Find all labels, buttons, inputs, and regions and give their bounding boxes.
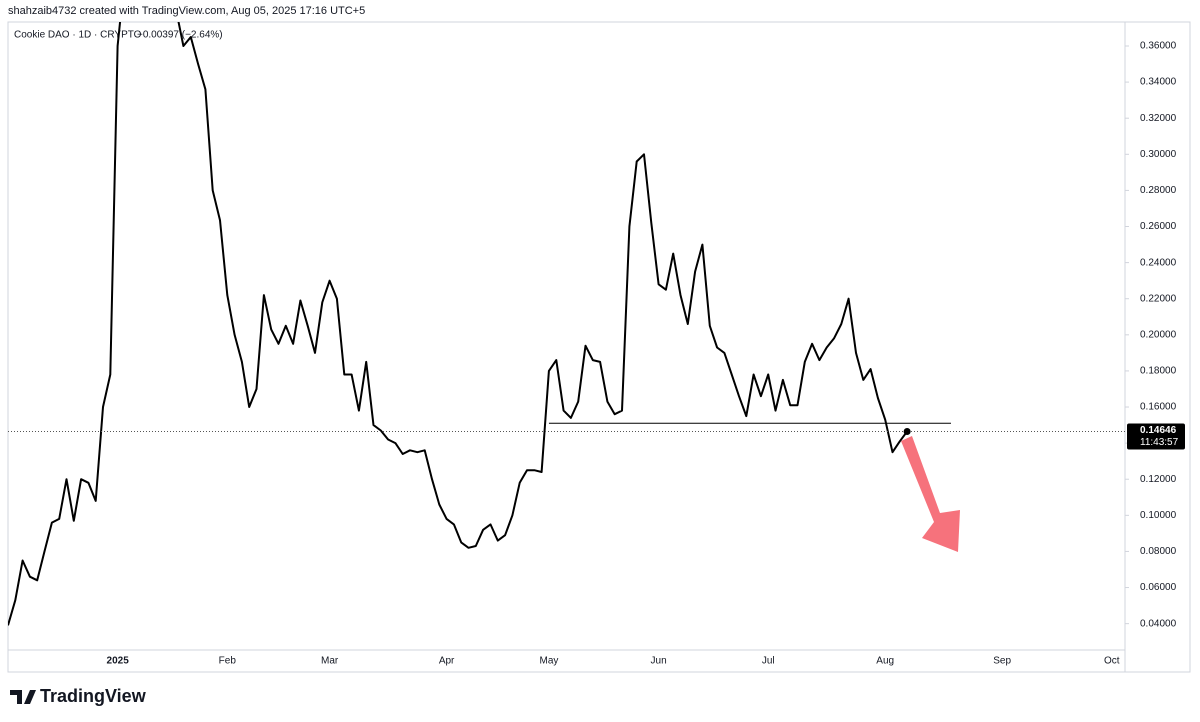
- change: −0.00397 (−2.64%): [137, 30, 223, 41]
- plot: [8, 22, 951, 626]
- arrow: [901, 436, 960, 552]
- price-label: 0.14646: [1140, 425, 1177, 436]
- y-tick-label: 0.10000: [1140, 510, 1177, 521]
- x-tick-label: May: [539, 656, 558, 667]
- brand: TradingView: [40, 686, 147, 706]
- y-tick-label: 0.24000: [1140, 257, 1177, 268]
- y-tick-label: 0.30000: [1140, 149, 1177, 160]
- y-tick-label: 0.04000: [1140, 618, 1177, 629]
- y-tick-label: 0.34000: [1140, 77, 1177, 88]
- y-tick-label: 0.16000: [1140, 402, 1177, 413]
- logo-mark: [10, 690, 36, 704]
- y-tick-label: 0.06000: [1140, 582, 1177, 593]
- x-tick-label: Sep: [993, 656, 1011, 667]
- y-tick-label: 0.08000: [1140, 546, 1177, 557]
- y-tick-label: 0.22000: [1140, 293, 1177, 304]
- x-tick-label: 2025: [107, 656, 130, 667]
- y-tick-label: 0.26000: [1140, 221, 1177, 232]
- x-tick-label: Feb: [219, 656, 237, 667]
- price-line: [8, 22, 908, 626]
- header: shahzaib4732 created with TradingView.co…: [8, 5, 365, 17]
- frame: [7, 21, 1191, 673]
- x-tick-label: Oct: [1104, 656, 1120, 667]
- y-tick-label: 0.28000: [1140, 185, 1177, 196]
- x-tick-label: Jun: [651, 656, 667, 667]
- last-point: [903, 427, 911, 435]
- x-tick-label: Jul: [762, 656, 775, 667]
- price-tag: [1127, 423, 1185, 450]
- symbol: Cookie DAO · 1D · CRYPTO: [14, 30, 142, 41]
- countdown: 11:43:57: [1140, 437, 1179, 448]
- x-tick-label: Apr: [439, 656, 455, 667]
- y-tick-label: 0.12000: [1140, 474, 1177, 485]
- x-tick-label: Mar: [321, 656, 339, 667]
- x-tick-label: Aug: [876, 656, 894, 667]
- logo: TradingView: [10, 686, 147, 706]
- y-tick-label: 0.20000: [1140, 329, 1177, 340]
- y-tick-label: 0.18000: [1140, 366, 1177, 377]
- y-tick-label: 0.36000: [1140, 41, 1177, 52]
- y-tick-label: 0.32000: [1140, 113, 1177, 124]
